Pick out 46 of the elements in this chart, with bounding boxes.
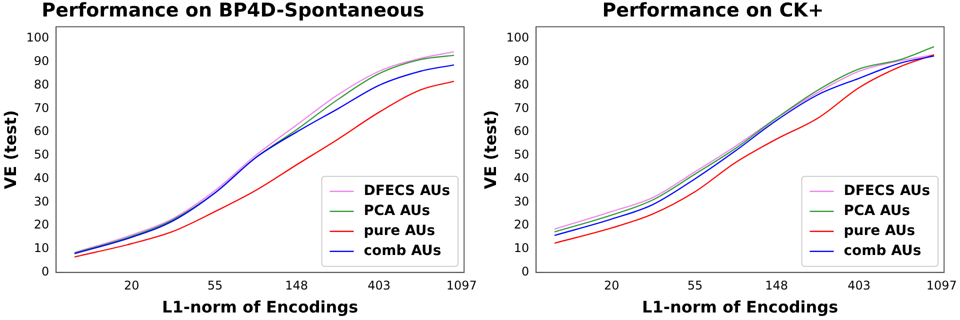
x-tick-label: 55 [207, 278, 223, 293]
y-tick-label: 10 [514, 241, 530, 256]
x-tick-label: 403 [368, 278, 391, 293]
y-tick-label: 70 [514, 100, 530, 115]
y-tick-label: 40 [34, 170, 50, 185]
y-tick-label: 100 [26, 30, 50, 45]
y-tick-label: 50 [514, 148, 530, 162]
x-tick-label: 55 [687, 278, 703, 293]
y-axis-title: VE (test) [480, 110, 500, 190]
y-tick-label: 50 [34, 148, 50, 162]
legend-label: comb AUs [364, 243, 442, 260]
y-tick-label: 90 [514, 54, 530, 68]
y-tick-label: 40 [514, 170, 530, 185]
chart-title: Performance on CK+ [602, 0, 824, 22]
y-tick-label: 10 [34, 241, 50, 256]
x-tick-label: 148 [285, 278, 308, 293]
y-tick-label: 90 [34, 54, 50, 68]
legend-label: pure AUs [364, 223, 436, 240]
y-tick-label: 20 [34, 218, 50, 232]
y-tick-label: 70 [34, 100, 50, 115]
y-tick-label: 100 [506, 30, 530, 45]
x-tick-label: 148 [765, 278, 788, 293]
x-tick-label: 403 [848, 278, 871, 293]
y-tick-label: 30 [34, 194, 50, 208]
legend-label: DFECS AUs [364, 183, 450, 200]
legend-label: PCA AUs [844, 203, 910, 220]
x-tick-label: 1097 [926, 278, 957, 293]
legend-label: comb AUs [844, 243, 922, 260]
chart-title: Performance on BP4D-Spontaneous [42, 0, 424, 22]
legend-label: PCA AUs [364, 203, 430, 220]
y-tick-label: 20 [514, 218, 530, 232]
legend-label: pure AUs [844, 223, 916, 240]
x-axis-title: L1-norm of Encodings [162, 298, 358, 317]
y-tick-label: 30 [514, 194, 530, 208]
x-tick-label: 1097 [446, 278, 477, 293]
y-tick-label: 60 [34, 124, 50, 138]
y-tick-label: 0 [521, 264, 530, 279]
y-tick-label: 60 [514, 124, 530, 138]
x-axis-title: L1-norm of Encodings [642, 298, 838, 317]
legend-label: DFECS AUs [844, 183, 930, 200]
y-tick-label: 80 [514, 77, 530, 92]
y-tick-label: 80 [34, 77, 50, 92]
x-tick-label: 20 [604, 278, 620, 293]
x-tick-label: 20 [124, 278, 140, 293]
y-axis-title: VE (test) [0, 110, 20, 190]
y-tick-label: 0 [41, 264, 50, 279]
